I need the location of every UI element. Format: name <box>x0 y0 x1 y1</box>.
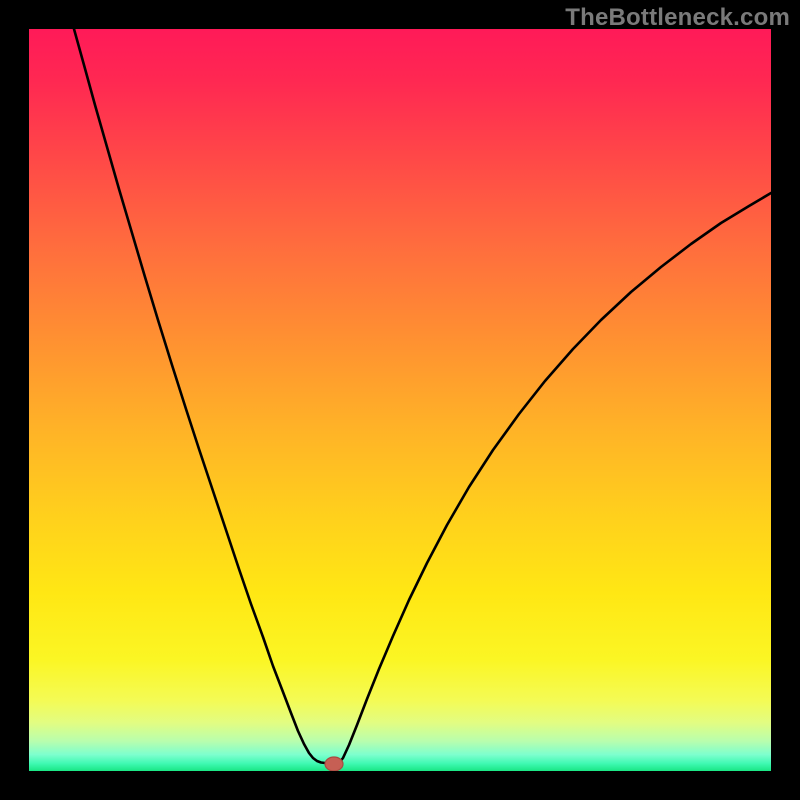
chart-frame: TheBottleneck.com <box>0 0 800 800</box>
watermark-text: TheBottleneck.com <box>565 4 790 32</box>
plot-area <box>29 29 771 771</box>
gradient-background <box>29 29 771 771</box>
minimum-marker <box>325 757 343 771</box>
plot-svg <box>29 29 771 771</box>
